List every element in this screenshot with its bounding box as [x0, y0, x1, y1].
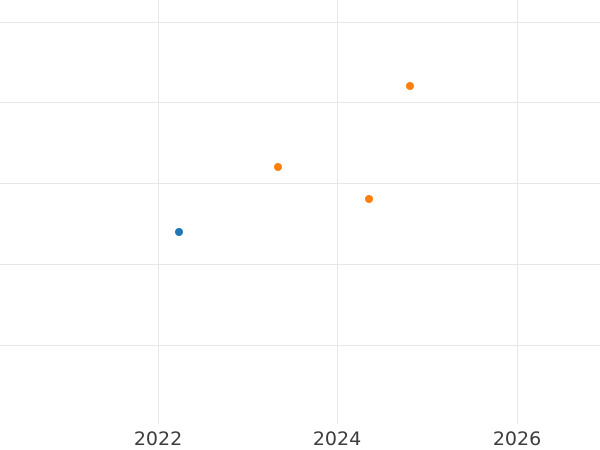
- horizontal-gridline: [0, 183, 600, 185]
- scatter-point-orange: [365, 195, 373, 203]
- scatter-point-orange: [274, 163, 282, 171]
- vertical-gridline: [337, 0, 339, 424]
- scatter-point-orange: [406, 82, 414, 90]
- horizontal-gridline: [0, 264, 600, 266]
- x-tick-label-2026: 2026: [492, 428, 542, 450]
- vertical-gridline: [158, 0, 160, 424]
- vertical-gridline: [517, 0, 519, 424]
- horizontal-gridline: [0, 345, 600, 347]
- horizontal-gridline: [0, 102, 600, 104]
- x-tick-label-2022: 2022: [133, 428, 183, 450]
- scatter-point-blue: [175, 228, 183, 236]
- x-tick-label-2024: 2024: [312, 428, 362, 450]
- horizontal-gridline: [0, 22, 600, 24]
